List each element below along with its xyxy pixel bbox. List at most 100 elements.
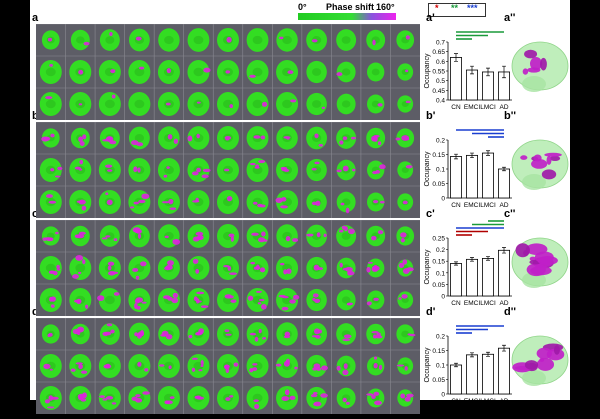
brain-slice bbox=[39, 354, 62, 378]
panel-d-label: d bbox=[32, 306, 39, 318]
brain-slice bbox=[366, 258, 385, 278]
brain-slice bbox=[336, 127, 357, 149]
y-tick-label: 0.7 bbox=[436, 40, 445, 47]
sig-three-star: *** bbox=[467, 3, 478, 13]
panel-b-prime-label: b' bbox=[426, 110, 436, 122]
brain-slice bbox=[70, 29, 90, 51]
brain-slice bbox=[158, 126, 180, 150]
activation-blob bbox=[540, 57, 547, 71]
brain-slice bbox=[70, 225, 90, 247]
activation-blob bbox=[515, 243, 530, 258]
brain-slice bbox=[395, 128, 415, 148]
y-tick-label: 0.4 bbox=[436, 98, 445, 105]
y-tick-label: 0.25 bbox=[432, 236, 445, 243]
bar bbox=[482, 353, 495, 395]
brain-slice bbox=[276, 224, 299, 248]
brain-slice bbox=[217, 386, 239, 410]
brain-slice bbox=[336, 29, 357, 51]
brain-slice bbox=[246, 158, 269, 182]
brain-slice bbox=[306, 190, 327, 214]
brain-slice bbox=[98, 354, 121, 378]
x-tick-label: AD bbox=[499, 202, 508, 209]
error-bar bbox=[486, 351, 490, 357]
activation-blob bbox=[534, 251, 554, 264]
panel-a-dprime-label: a'' bbox=[504, 12, 516, 24]
brain-slice bbox=[246, 354, 269, 378]
y-tick-label: 0.05 bbox=[432, 282, 445, 289]
bar bbox=[449, 156, 462, 199]
x-tick-label: CN bbox=[451, 202, 461, 209]
brain-slice bbox=[306, 256, 327, 280]
x-tick-label: EMCI bbox=[464, 202, 480, 209]
brain-slice bbox=[39, 288, 62, 312]
x-tick-label: EMCI bbox=[464, 104, 480, 111]
brain-slice bbox=[246, 256, 269, 280]
activation-blob bbox=[553, 345, 560, 355]
brain-slice bbox=[98, 256, 121, 280]
brain-slice bbox=[246, 190, 269, 214]
brain-slice bbox=[276, 126, 298, 150]
brain-slice bbox=[217, 190, 239, 214]
y-tick-label: 0 bbox=[441, 196, 445, 203]
brain-slices-panel-c bbox=[36, 219, 420, 316]
brain-slice bbox=[366, 290, 385, 310]
error-bar bbox=[486, 256, 490, 261]
activation-blob bbox=[546, 155, 552, 165]
error-bar bbox=[486, 150, 490, 156]
brain-render-b bbox=[511, 139, 569, 190]
brain-slice bbox=[41, 128, 60, 148]
brain-slice bbox=[306, 28, 328, 52]
brain-slice bbox=[128, 158, 151, 182]
error-bar bbox=[470, 257, 474, 262]
bar bbox=[449, 57, 462, 101]
error-bar bbox=[454, 153, 458, 160]
panel-a-prime-label: a' bbox=[426, 12, 435, 24]
activation-blob bbox=[520, 155, 528, 160]
error-bar bbox=[454, 362, 458, 368]
y-axis-label: Occupancy bbox=[424, 53, 431, 89]
error-bar bbox=[502, 65, 506, 79]
brain-slice bbox=[158, 322, 180, 346]
brain-slice bbox=[246, 28, 269, 52]
brain-slice bbox=[276, 28, 298, 52]
brain-slice bbox=[397, 389, 414, 407]
brain-slice bbox=[39, 60, 62, 84]
brain-slices-panel-b bbox=[36, 121, 420, 218]
y-tick-label: 0.6 bbox=[436, 59, 445, 66]
brain-slice bbox=[69, 386, 92, 410]
error-bar bbox=[454, 53, 458, 62]
activation-blob bbox=[529, 256, 537, 261]
y-tick-label: 0.05 bbox=[432, 181, 445, 188]
brain-slice bbox=[276, 158, 299, 182]
brain-slice bbox=[306, 224, 328, 248]
brain-slice bbox=[128, 190, 151, 214]
brain-slice bbox=[99, 323, 120, 345]
brain-slice bbox=[306, 60, 327, 84]
brain-slice bbox=[306, 354, 328, 378]
brain-slice bbox=[336, 93, 356, 115]
y-tick-label: 0.15 bbox=[432, 152, 445, 159]
error-bar bbox=[470, 152, 474, 159]
brain-slice bbox=[217, 158, 239, 182]
y-tick-label: 0.15 bbox=[432, 348, 445, 355]
brain-slice bbox=[187, 126, 210, 150]
brain-slice bbox=[187, 256, 210, 280]
activation-blob bbox=[541, 169, 557, 180]
brain-slice bbox=[157, 190, 180, 214]
brain-slice bbox=[276, 322, 298, 346]
brain-slice bbox=[306, 322, 328, 346]
error-bar bbox=[502, 166, 506, 172]
activation-blob bbox=[531, 159, 548, 169]
y-tick-label: 0.65 bbox=[432, 49, 445, 56]
brain-slice bbox=[336, 159, 356, 181]
y-tick-label: 0.2 bbox=[436, 247, 445, 254]
brain-slice bbox=[39, 386, 62, 410]
occupancy-chart-b: 0 0.05 0.1 0.15 0.2 Occupancy CN EMCI LMCI AD bbox=[424, 129, 512, 209]
brain-slice bbox=[366, 323, 386, 345]
slice-grid bbox=[36, 23, 420, 120]
bar bbox=[466, 69, 479, 101]
brain-slice bbox=[336, 323, 357, 345]
brain-slice bbox=[128, 224, 150, 248]
brain-slice bbox=[69, 60, 92, 84]
